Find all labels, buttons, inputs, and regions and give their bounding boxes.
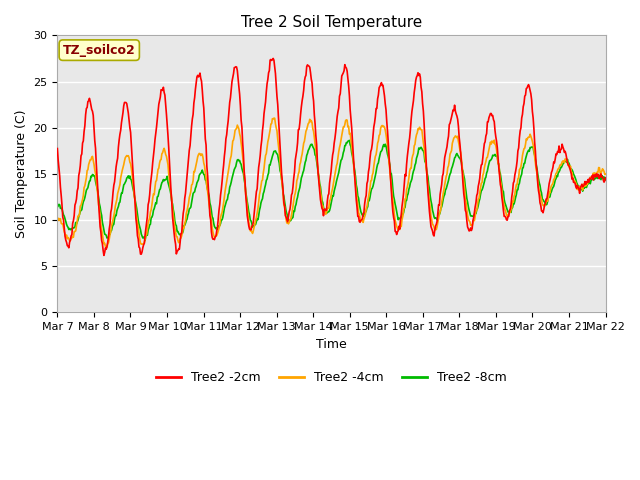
- Tree2 -4cm: [176, 236, 184, 242]
- Tree2 -2cm: [602, 175, 609, 180]
- Tree2 -4cm: [205, 202, 213, 207]
- Tree2 -4cm: [121, 158, 129, 164]
- Legend: Tree2 -2cm, Tree2 -4cm, Tree2 -8cm: Tree2 -2cm, Tree2 -4cm, Tree2 -8cm: [151, 366, 512, 389]
- Title: Tree 2 Soil Temperature: Tree 2 Soil Temperature: [241, 15, 422, 30]
- Tree2 -8cm: [346, 137, 353, 143]
- Tree2 -8cm: [205, 193, 213, 199]
- Tree2 -8cm: [416, 146, 424, 152]
- Line: Tree2 -8cm: Tree2 -8cm: [58, 140, 605, 240]
- X-axis label: Time: Time: [316, 337, 347, 351]
- Tree2 -4cm: [602, 171, 609, 177]
- Line: Tree2 -2cm: Tree2 -2cm: [58, 59, 605, 255]
- Tree2 -8cm: [120, 182, 127, 188]
- Tree2 -4cm: [63, 236, 71, 241]
- Tree2 -8cm: [63, 223, 71, 229]
- Tree2 -2cm: [176, 239, 184, 245]
- Tree2 -2cm: [400, 191, 408, 196]
- Y-axis label: Soil Temperature (C): Soil Temperature (C): [15, 109, 28, 238]
- Tree2 -4cm: [54, 217, 61, 223]
- Tree2 -8cm: [602, 177, 609, 183]
- Tree2 -2cm: [416, 71, 424, 77]
- Tree2 -2cm: [100, 252, 108, 258]
- Tree2 -4cm: [416, 124, 424, 130]
- Tree2 -2cm: [269, 56, 277, 61]
- Tree2 -2cm: [54, 145, 61, 151]
- Tree2 -2cm: [205, 198, 213, 204]
- Line: Tree2 -4cm: Tree2 -4cm: [58, 118, 605, 248]
- Tree2 -4cm: [270, 115, 278, 121]
- Tree2 -4cm: [400, 206, 408, 212]
- Tree2 -8cm: [54, 204, 61, 210]
- Tree2 -2cm: [121, 99, 129, 105]
- Tree2 -8cm: [176, 232, 184, 238]
- Tree2 -2cm: [63, 243, 71, 249]
- Tree2 -4cm: [103, 245, 111, 251]
- Tree2 -8cm: [400, 210, 408, 216]
- Tree2 -8cm: [141, 238, 149, 243]
- Text: TZ_soilco2: TZ_soilco2: [63, 44, 136, 57]
